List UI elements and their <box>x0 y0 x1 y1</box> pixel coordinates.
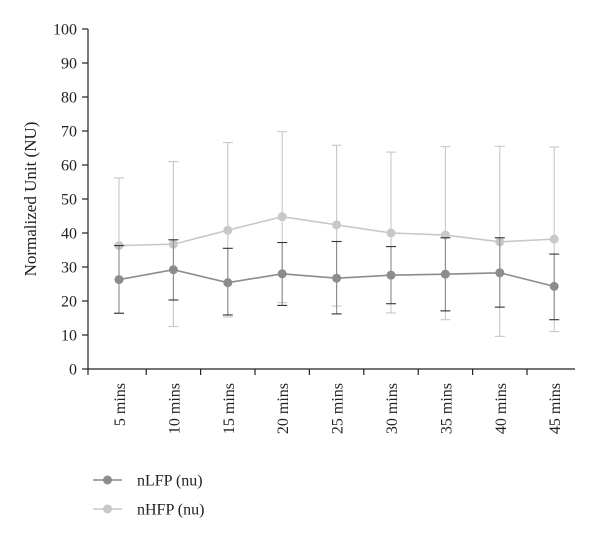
data-point <box>386 228 396 238</box>
data-point <box>168 265 178 275</box>
legend-marker <box>103 475 112 485</box>
data-point <box>332 273 342 283</box>
x-tick-label: 15 mins <box>221 383 238 434</box>
data-point <box>277 269 287 279</box>
y-tick-label: 60 <box>61 158 77 175</box>
data-point <box>114 275 124 285</box>
legend: nLFP (nu) nHFP (nu) <box>93 473 204 519</box>
x-tick-label: 20 mins <box>275 383 292 434</box>
y-axis-title: Normalized Unit (NU) <box>21 122 40 277</box>
x-tick-label: 10 mins <box>166 383 183 434</box>
y-tick-label: 10 <box>61 328 77 345</box>
y-tick-label: 40 <box>61 226 77 243</box>
legend-marker <box>103 504 112 514</box>
data-point <box>332 220 342 230</box>
legend-label: nLFP (nu) <box>137 473 203 490</box>
y-tick-label: 0 <box>69 362 77 379</box>
legend-label: nHFP (nu) <box>137 502 204 519</box>
y-tick-label: 30 <box>61 260 77 277</box>
data-point <box>386 270 396 280</box>
y-tick-label: 80 <box>61 90 77 107</box>
data-point <box>277 212 287 222</box>
y-tick-label: 20 <box>61 294 77 311</box>
data-point <box>549 281 559 291</box>
plot-area: 0 10 20 30 40 50 60 70 80 90 100 5 mins 10 mins 15 mi… <box>53 22 575 434</box>
data-point <box>440 269 450 279</box>
y-tick-label: 90 <box>61 56 77 73</box>
x-tick-label: 5 mins <box>112 383 129 426</box>
data-point <box>549 234 559 244</box>
y-tick-label: 70 <box>61 124 77 141</box>
y-tick-label: 100 <box>53 22 77 39</box>
series-0 <box>114 237 560 321</box>
x-tick-label: 25 mins <box>330 383 347 434</box>
data-point <box>223 278 233 288</box>
x-tick-label: 45 mins <box>547 383 564 434</box>
x-tick-label: 35 mins <box>438 383 455 434</box>
data-point <box>223 225 233 235</box>
x-tick-label: 40 mins <box>493 383 510 434</box>
x-tick-label: 30 mins <box>384 383 401 434</box>
y-tick-label: 50 <box>61 192 77 209</box>
data-point <box>495 268 505 278</box>
